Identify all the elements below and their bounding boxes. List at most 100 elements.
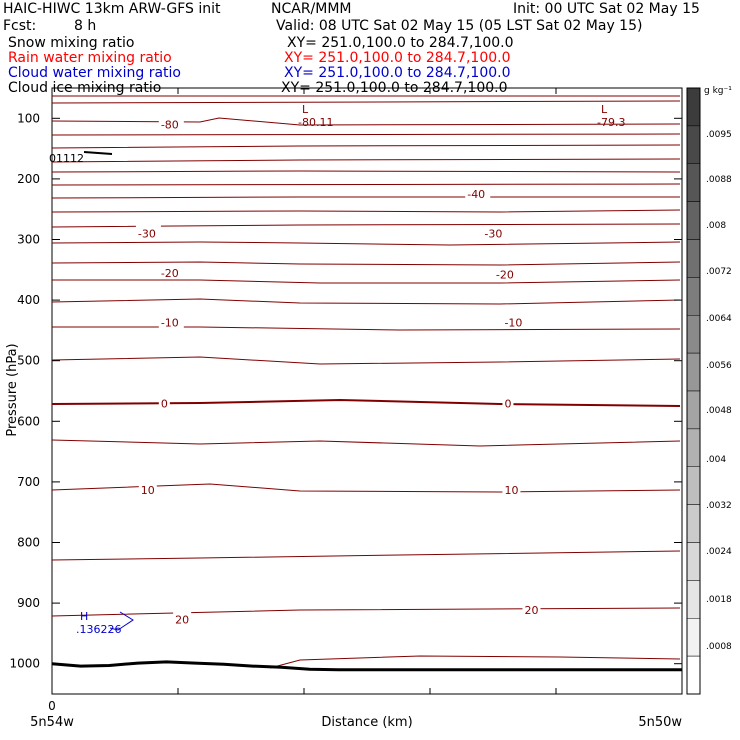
colorbar-swatch <box>686 428 701 467</box>
colorbar-label: .0088 <box>706 175 732 185</box>
contour-label: -10 <box>161 317 179 330</box>
contour-label-bg <box>465 186 491 201</box>
y-tick-label: 200 <box>17 172 40 186</box>
temperature-contour <box>51 298 681 305</box>
contour-label: -20 <box>161 267 179 280</box>
temperature-contour <box>51 144 681 149</box>
temperature-contour <box>51 133 681 136</box>
y-tick-label: 300 <box>17 233 40 247</box>
contour-label-bg <box>158 116 184 131</box>
temperature-contour <box>51 183 681 186</box>
fcst-label: Fcst: <box>3 18 37 34</box>
contour-label: 10 <box>504 484 518 497</box>
temperature-contour <box>51 117 681 126</box>
colorbar-label: .0032 <box>706 501 732 511</box>
temperature-contour <box>51 158 681 163</box>
colorbar-swatch <box>686 352 701 392</box>
temperature-contour <box>51 170 681 173</box>
colorbar-swatch <box>686 504 701 543</box>
temperature-contour <box>51 356 681 365</box>
colorbar-swatch <box>686 466 701 505</box>
colorbar-unit: g kg⁻¹ <box>704 86 732 96</box>
contour-label: -20 <box>496 269 514 282</box>
x-right-label: 5n50w <box>638 715 682 730</box>
y-tick-label: 100 <box>17 111 40 125</box>
y-tick-label: 800 <box>17 536 40 550</box>
field-xy-cloud-water: XY= 251.0,100.0 to 284.7,100.0 <box>284 65 511 81</box>
x-left-label: 5n54w <box>30 715 74 730</box>
colorbar-label: .0072 <box>706 267 732 277</box>
colorbar-swatch <box>686 277 701 316</box>
colorbar-swatch <box>686 618 701 657</box>
temperature-contour <box>51 550 681 561</box>
temperature-contour <box>52 326 681 331</box>
temperature-contour <box>51 607 681 617</box>
extremum-value: -79.3 <box>597 116 625 129</box>
y-axis-label: Pressure (hPa) <box>5 343 20 436</box>
colorbar-label: .0095 <box>706 130 732 140</box>
contour-label: 20 <box>525 604 539 617</box>
contour-label: -80 <box>161 118 179 131</box>
colorbar-label: .008 <box>706 221 726 231</box>
extremum-symbol: L <box>302 103 309 116</box>
field-name-rain: Rain water mixing ratio <box>8 50 172 66</box>
contour-label-bg <box>158 314 184 329</box>
contour-label: -10 <box>504 317 522 330</box>
y-tick-label: 900 <box>17 596 40 610</box>
contour-label: -30 <box>484 227 502 240</box>
y-tick-label: 400 <box>17 293 40 307</box>
field-name-snow: Snow mixing ratio <box>8 35 135 51</box>
extremum-symbol: L <box>601 103 608 116</box>
temperature-contour <box>51 100 681 104</box>
valid-time: Valid: 08 UTC Sat 02 May 15 (05 LST Sat … <box>276 18 643 34</box>
contour-label-bg <box>173 611 192 626</box>
cloud-ice-contour <box>83 151 113 155</box>
contour-label-bg <box>493 266 519 281</box>
fcst-value: 8 h <box>74 18 97 34</box>
temperature-contour <box>51 261 681 266</box>
colorbar-swatch <box>686 87 701 127</box>
temperature-contour <box>269 655 681 669</box>
extremum-value: 01112 <box>49 152 84 165</box>
cloud-water-contour <box>109 611 134 631</box>
contour-label: 20 <box>175 613 189 626</box>
x-axis-label: Distance (km) <box>321 715 412 730</box>
y-tick-label: 500 <box>17 354 40 368</box>
y-tick-label: 1000 <box>9 657 40 671</box>
colorbar-label: .0024 <box>706 547 732 557</box>
contour-label-bg <box>502 395 514 410</box>
colorbar-swatch <box>686 655 701 695</box>
model-title: HAIC-HIWC 13km ARW-GFS init <box>3 1 221 17</box>
colorbar-swatch <box>686 390 701 430</box>
contour-label: -30 <box>138 227 156 240</box>
contour-label: 10 <box>141 484 155 497</box>
temperature-contour <box>51 398 681 407</box>
colorbar-label: .0064 <box>706 314 732 324</box>
temperature-contour <box>51 241 681 246</box>
colorbar-swatch <box>686 239 701 278</box>
contour-label: 0 <box>161 398 168 411</box>
colorbar-label: .004 <box>706 455 726 465</box>
contour-label-bg <box>158 395 170 410</box>
plot-frame <box>51 87 683 695</box>
colorbar-swatch <box>686 542 701 581</box>
contour-label-bg <box>138 481 157 496</box>
colorbar-label: .0018 <box>706 595 732 605</box>
colorbar-swatch <box>686 125 701 164</box>
contour-label: 0 <box>504 398 511 411</box>
contour-label-bg <box>522 601 541 616</box>
temperature-contour <box>52 279 681 284</box>
temperature-contour <box>51 209 681 213</box>
contour-label-bg <box>158 264 184 279</box>
colorbar-swatch <box>686 163 701 202</box>
contour-label-bg <box>135 225 161 240</box>
temperature-contour <box>51 223 681 228</box>
field-xy-snow: XY= 251.0,100.0 to 284.7,100.0 <box>287 35 514 51</box>
temperature-contour <box>51 439 681 447</box>
extremum-value: .136226 <box>76 623 122 636</box>
contour-label-bg <box>482 225 508 240</box>
colorbar-label: .0008 <box>706 642 732 652</box>
field-name-cloud-water: Cloud water mixing ratio <box>8 65 181 81</box>
contour-label: -40 <box>467 188 485 201</box>
